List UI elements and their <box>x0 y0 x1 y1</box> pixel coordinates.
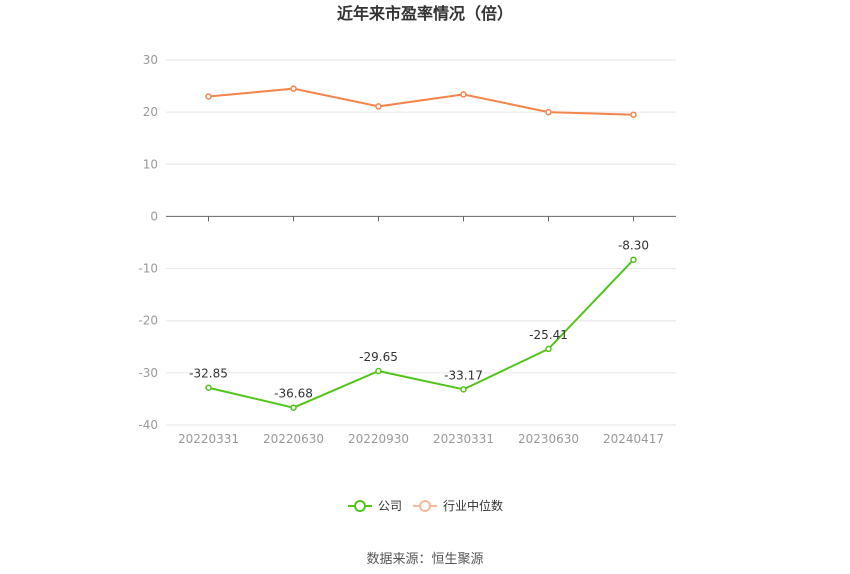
legend: 公司 行业中位数 <box>348 498 503 513</box>
data-label: -36.68 <box>274 387 313 401</box>
data-label: -29.65 <box>359 350 398 364</box>
data-label: -8.30 <box>618 239 649 253</box>
grid-lines <box>166 59 676 426</box>
data-label: -25.41 <box>529 328 568 342</box>
x-axis: 20220331 20220630 20220930 20230331 20230630… <box>166 215 676 446</box>
y-tick-label: 30 <box>143 53 158 67</box>
series-line-1 <box>208 87 634 116</box>
data-point <box>630 111 637 118</box>
data-point <box>290 85 297 92</box>
x-tick-label: 20220630 <box>263 432 324 446</box>
series-line-0 <box>208 259 635 409</box>
x-tick-label: 20230331 <box>433 432 494 446</box>
legend-item-0[interactable]: 公司 <box>378 499 402 513</box>
source-text: 数据来源：恒生聚源 <box>366 552 483 567</box>
data-point <box>290 404 297 411</box>
legend-marker-1 <box>419 500 431 512</box>
data-point <box>545 108 552 116</box>
y-tick-label: 0 <box>150 209 158 223</box>
data-point <box>205 384 212 391</box>
data-point <box>630 256 637 263</box>
y-tick-label: 20 <box>143 105 158 119</box>
chart-title: 近年来市盈率情况（倍） <box>337 4 513 23</box>
y-axis-ticks: 30 20 10 0 -10 -20 -30 -40 <box>138 53 158 432</box>
data-point <box>460 91 467 98</box>
data-label: -32.85 <box>189 367 228 381</box>
y-tick-label: -20 <box>138 314 158 328</box>
data-point <box>375 367 382 375</box>
x-tick-label: 20220331 <box>178 432 239 446</box>
data-point <box>545 345 552 353</box>
data-point <box>460 386 467 393</box>
legend-marker-0 <box>354 500 366 512</box>
x-tick-label: 20240417 <box>603 432 664 446</box>
y-tick-label: -10 <box>138 262 158 276</box>
data-point <box>375 103 382 110</box>
y-tick-label: 10 <box>143 157 158 171</box>
data-point <box>205 93 212 100</box>
y-tick-label: -30 <box>138 366 158 380</box>
x-tick-label: 20230630 <box>518 432 579 446</box>
legend-item-1[interactable]: 行业中位数 <box>443 498 503 513</box>
y-tick-label: -40 <box>138 418 158 432</box>
data-label: -33.17 <box>444 368 483 382</box>
x-tick-label: 20220930 <box>348 432 409 446</box>
series-group: -32.85 -36.68 -29.65 -33.17 -25.41 -8.30 <box>189 85 649 411</box>
